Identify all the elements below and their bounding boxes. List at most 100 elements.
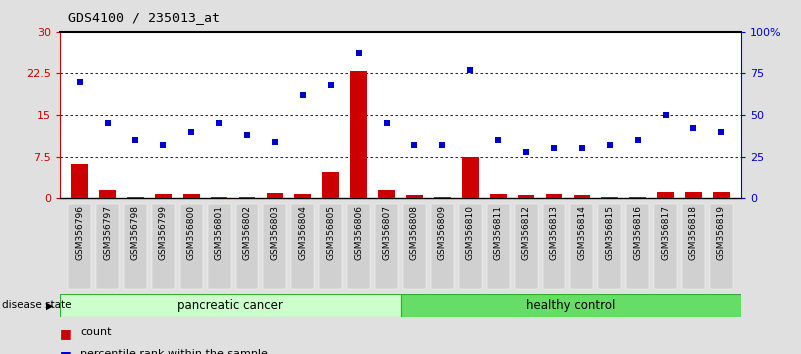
Bar [292, 204, 314, 289]
Bar [375, 204, 398, 289]
Text: GSM356808: GSM356808 [410, 205, 419, 260]
Bar [179, 204, 203, 289]
Bar [654, 204, 677, 289]
Text: GSM356817: GSM356817 [661, 205, 670, 260]
Text: GSM356819: GSM356819 [717, 205, 726, 260]
Point [240, 132, 253, 138]
Text: GSM356806: GSM356806 [354, 205, 363, 260]
Text: GSM356804: GSM356804 [298, 205, 308, 260]
Point [268, 139, 281, 144]
Bar [68, 204, 91, 289]
Text: ▶: ▶ [46, 300, 54, 310]
Text: GSM356811: GSM356811 [493, 205, 503, 260]
Text: GSM356796: GSM356796 [75, 205, 84, 260]
Point [548, 145, 561, 151]
Bar [570, 204, 594, 289]
Bar [545, 194, 562, 198]
Bar [235, 204, 259, 289]
Text: GSM356815: GSM356815 [606, 205, 614, 260]
Bar [462, 156, 479, 198]
Point [213, 120, 226, 126]
Point [492, 137, 505, 143]
Text: GSM356799: GSM356799 [159, 205, 168, 260]
Text: pancreatic cancer: pancreatic cancer [177, 299, 284, 312]
Bar [434, 196, 451, 198]
Bar [207, 204, 231, 289]
Text: percentile rank within the sample: percentile rank within the sample [80, 349, 268, 354]
Bar [99, 190, 116, 198]
Point [464, 67, 477, 73]
Text: ■: ■ [60, 349, 72, 354]
Text: GSM356809: GSM356809 [438, 205, 447, 260]
Bar [517, 195, 534, 198]
Bar [400, 294, 741, 317]
Text: GSM356803: GSM356803 [271, 205, 280, 260]
Point [73, 79, 86, 85]
Point [296, 92, 309, 98]
Bar [350, 71, 367, 198]
Text: disease state: disease state [2, 300, 71, 310]
Bar [459, 204, 481, 289]
Bar [127, 196, 144, 198]
Bar [574, 195, 590, 198]
Text: GSM356800: GSM356800 [187, 205, 195, 260]
Point [157, 142, 170, 148]
Bar [602, 196, 618, 198]
Point [408, 142, 421, 148]
Point [101, 120, 114, 126]
Bar [295, 194, 312, 198]
Text: ■: ■ [60, 327, 72, 341]
Bar [264, 204, 287, 289]
Bar [239, 197, 256, 198]
Text: GSM356798: GSM356798 [131, 205, 140, 260]
Text: GSM356818: GSM356818 [689, 205, 698, 260]
Text: GSM356807: GSM356807 [382, 205, 391, 260]
Bar [96, 204, 119, 289]
Point [324, 82, 337, 88]
Bar [267, 193, 284, 198]
Bar [406, 195, 423, 198]
Bar [322, 172, 339, 198]
Point [659, 112, 672, 118]
Text: GDS4100 / 235013_at: GDS4100 / 235013_at [68, 11, 220, 24]
Point [380, 120, 393, 126]
Bar [183, 194, 199, 198]
Bar [713, 192, 730, 198]
Point [129, 137, 142, 143]
Text: GSM356801: GSM356801 [215, 205, 223, 260]
Bar [630, 197, 646, 198]
Text: GSM356814: GSM356814 [578, 205, 586, 260]
Text: GSM356810: GSM356810 [465, 205, 475, 260]
Point [603, 142, 616, 148]
Bar [431, 204, 454, 289]
Bar [403, 204, 426, 289]
Text: GSM356813: GSM356813 [549, 205, 558, 260]
Bar [124, 204, 147, 289]
Text: GSM356802: GSM356802 [243, 205, 252, 260]
Point [687, 126, 700, 131]
Bar [685, 192, 702, 198]
Bar [626, 204, 649, 289]
Text: healthy control: healthy control [526, 299, 615, 312]
Point [631, 137, 644, 143]
Bar [598, 204, 622, 289]
Bar [347, 204, 370, 289]
Point [715, 129, 728, 135]
Bar [487, 204, 509, 289]
Bar [710, 204, 733, 289]
Point [185, 129, 198, 135]
Bar [71, 164, 88, 198]
Point [520, 149, 533, 154]
Text: GSM356812: GSM356812 [521, 205, 530, 260]
Bar [514, 204, 537, 289]
Bar [211, 197, 227, 198]
Bar [155, 194, 171, 198]
Text: count: count [80, 327, 111, 337]
Point [436, 142, 449, 148]
Text: GSM356805: GSM356805 [326, 205, 336, 260]
Bar [60, 294, 400, 317]
Point [352, 51, 365, 56]
Bar [152, 204, 175, 289]
Point [575, 145, 588, 151]
Bar [489, 194, 506, 198]
